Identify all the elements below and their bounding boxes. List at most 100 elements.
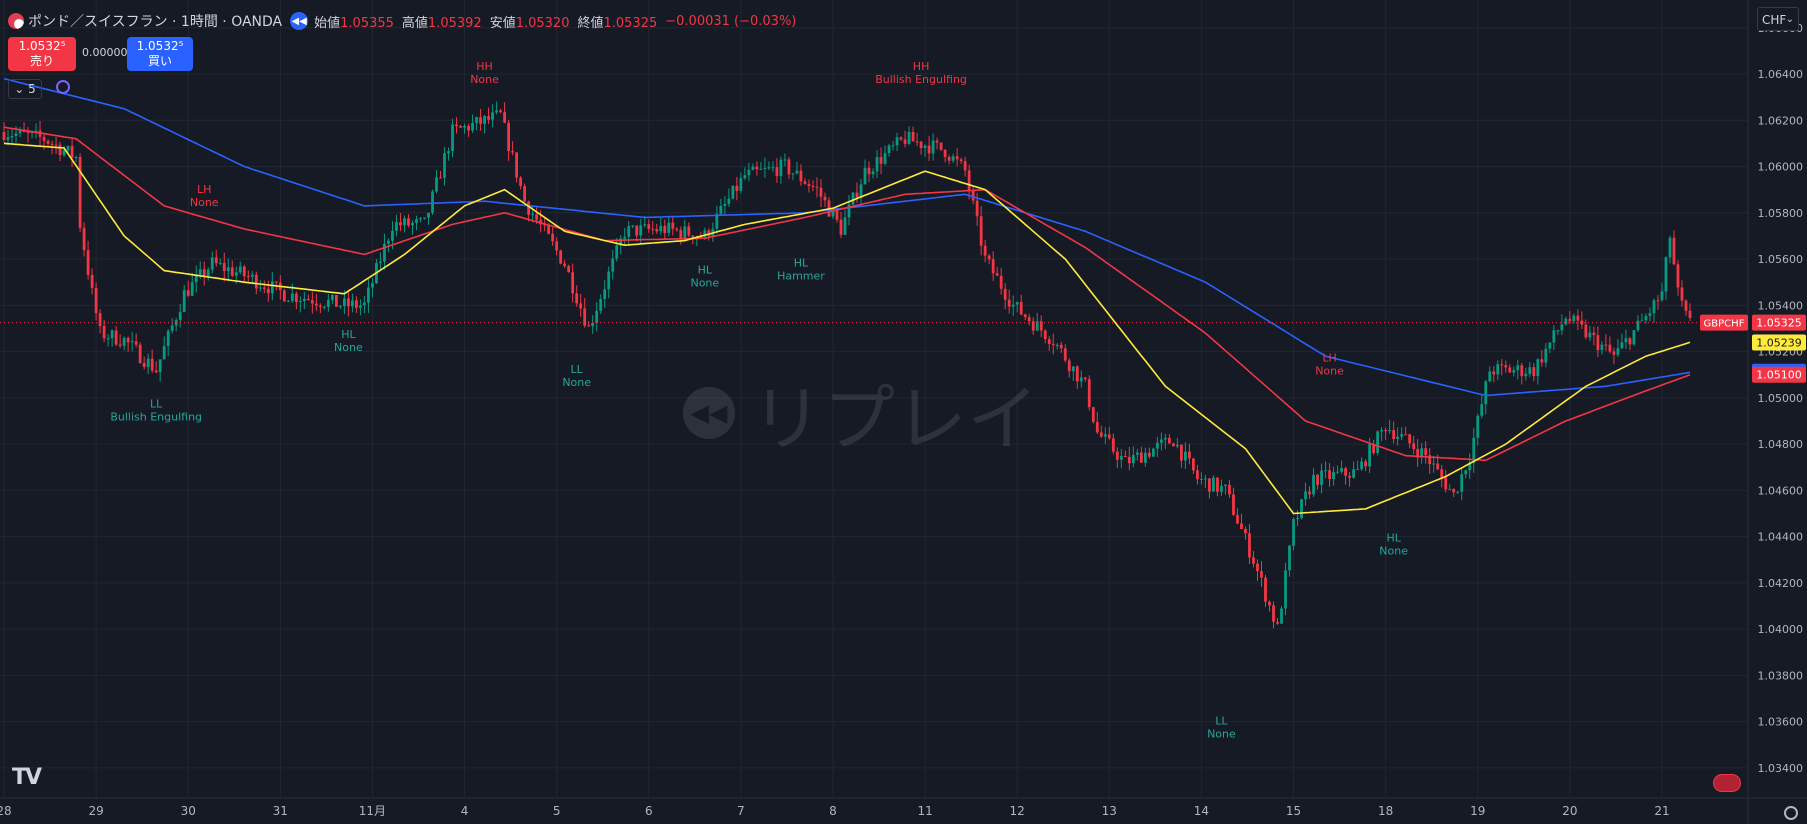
candle bbox=[1288, 544, 1291, 577]
candle-body bbox=[1416, 449, 1420, 458]
candle bbox=[967, 164, 971, 200]
swing-label-pattern: None bbox=[1379, 545, 1408, 558]
sell-button[interactable]: 1.0532⁵ 売り bbox=[8, 37, 76, 71]
price-tick-label: 1.06200 bbox=[1758, 114, 1804, 127]
candle-body bbox=[679, 229, 683, 238]
candle-body bbox=[1332, 471, 1335, 480]
candle bbox=[479, 108, 482, 131]
candle-body bbox=[1208, 478, 1211, 492]
tradingview-logo-icon[interactable]: TV bbox=[12, 765, 42, 790]
candle bbox=[1560, 314, 1564, 335]
candle-body bbox=[787, 159, 791, 175]
candle-body bbox=[1035, 321, 1039, 331]
candle-body bbox=[1272, 605, 1275, 622]
candle-body bbox=[1031, 321, 1035, 331]
indicator-toggle-button[interactable]: ⌄ 5 bbox=[8, 79, 42, 99]
candle-body bbox=[110, 330, 114, 339]
candle bbox=[6, 129, 10, 146]
replay-icon[interactable]: ◀◀ bbox=[290, 12, 309, 30]
candle-body bbox=[615, 245, 619, 259]
candle bbox=[86, 240, 90, 280]
candle bbox=[150, 349, 154, 374]
chart-legend: ポンド／スイスフラン · 1時間 · OANDA ◀◀ 始値1.05355 高値… bbox=[8, 8, 796, 34]
candle bbox=[455, 117, 458, 134]
indicator-icon[interactable] bbox=[56, 80, 70, 94]
candle-body bbox=[931, 140, 935, 154]
candle-body bbox=[282, 290, 286, 302]
candle bbox=[90, 268, 94, 295]
candle-body bbox=[1268, 601, 1271, 606]
price-tick-label: 1.04200 bbox=[1758, 577, 1804, 590]
candle-body bbox=[46, 140, 50, 144]
time-tick-label: 31 bbox=[273, 804, 288, 818]
candle bbox=[523, 183, 527, 203]
candle bbox=[106, 334, 110, 347]
candle bbox=[1396, 427, 1400, 446]
candle-body bbox=[427, 212, 430, 218]
candle-body bbox=[166, 330, 170, 347]
candle-body bbox=[1083, 377, 1087, 380]
sell-price: 1.0532⁵ bbox=[18, 39, 66, 53]
candle bbox=[262, 280, 266, 294]
candle bbox=[1540, 349, 1544, 367]
candle-body bbox=[1344, 468, 1347, 476]
candle bbox=[1131, 446, 1135, 468]
buy-button[interactable]: 1.0532⁵ 買い bbox=[127, 37, 193, 71]
candle-body bbox=[1488, 371, 1492, 382]
candle bbox=[491, 104, 494, 128]
candle-body bbox=[359, 305, 362, 308]
candle-body bbox=[491, 112, 494, 120]
candle-body bbox=[915, 141, 919, 143]
candle bbox=[911, 126, 915, 142]
candle-body bbox=[783, 159, 787, 161]
candle-body bbox=[6, 137, 10, 140]
time-axis: 28 29 30 31 11月 4 5 6 7 8 11 12 13 14 15 18 19 20 21 bbox=[0, 804, 1670, 818]
candle-body bbox=[1580, 320, 1584, 325]
symbol-title[interactable]: ポンド／スイスフラン · 1時間 · OANDA bbox=[28, 14, 283, 30]
candle bbox=[1103, 427, 1107, 445]
candle-body bbox=[387, 240, 390, 244]
candle-body bbox=[607, 271, 611, 290]
candle bbox=[1300, 498, 1303, 520]
candle bbox=[1456, 491, 1460, 495]
swing-label-pattern: None bbox=[334, 341, 363, 354]
time-tick-label: 28 bbox=[0, 804, 12, 818]
candle bbox=[1059, 341, 1063, 353]
candle-body bbox=[258, 287, 262, 289]
indicator-count: 5 bbox=[28, 82, 36, 96]
candle bbox=[935, 137, 939, 150]
candle-body bbox=[371, 283, 374, 288]
candle-body bbox=[907, 131, 911, 144]
candle-body bbox=[1328, 470, 1331, 480]
gear-icon[interactable] bbox=[1784, 806, 1798, 820]
candle bbox=[399, 213, 402, 232]
candle-body bbox=[431, 191, 434, 213]
candle-body bbox=[1179, 444, 1183, 461]
candle-body bbox=[1536, 359, 1540, 377]
uk-flag-icon[interactable] bbox=[1713, 774, 1741, 792]
candle-body bbox=[847, 204, 851, 218]
candle-body bbox=[999, 275, 1003, 289]
price-tick-label: 1.04400 bbox=[1758, 531, 1804, 544]
candle-body bbox=[222, 262, 226, 272]
candle-body bbox=[571, 272, 575, 294]
candle bbox=[1240, 513, 1243, 530]
candle bbox=[258, 279, 262, 292]
candle-body bbox=[459, 126, 462, 128]
candle bbox=[326, 294, 330, 312]
candle bbox=[351, 293, 354, 313]
candle-body bbox=[735, 185, 739, 191]
candle-body bbox=[286, 300, 290, 302]
candle bbox=[991, 251, 995, 282]
candle-body bbox=[1232, 494, 1235, 515]
candle-body bbox=[1364, 461, 1368, 467]
candle-body bbox=[1300, 499, 1303, 519]
swing-label-pattern: None bbox=[1315, 365, 1344, 378]
price-tick-label: 1.05600 bbox=[1758, 253, 1804, 266]
candle bbox=[575, 285, 579, 307]
swing-label-type: LL bbox=[150, 398, 163, 411]
candle-body bbox=[1544, 348, 1548, 363]
currency-select[interactable]: CHF ⌄ bbox=[1757, 7, 1799, 31]
candle-body bbox=[1424, 448, 1428, 456]
